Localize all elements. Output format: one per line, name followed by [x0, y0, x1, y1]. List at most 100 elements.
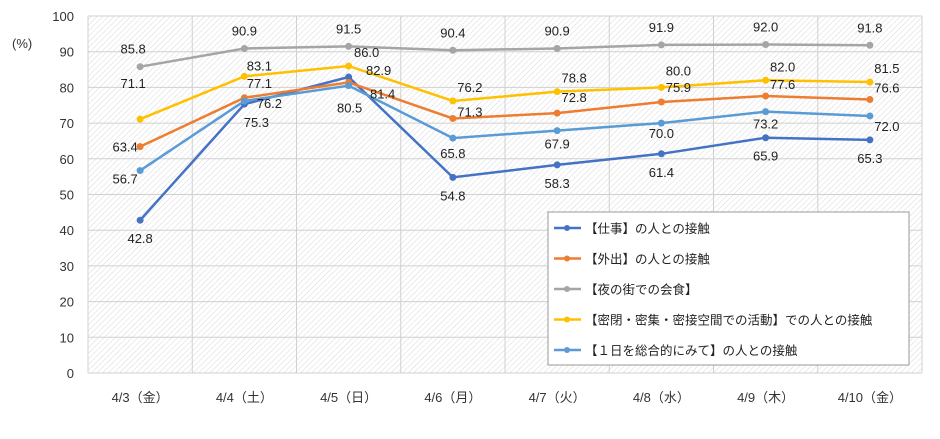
- data-point: [449, 114, 457, 122]
- data-point: [449, 46, 457, 54]
- data-point: [553, 127, 561, 135]
- data-point: [553, 109, 561, 117]
- legend-marker: [564, 347, 570, 353]
- data-label: 81.4: [370, 86, 395, 101]
- data-label: 82.0: [770, 59, 795, 74]
- data-label: 77.1: [247, 76, 272, 91]
- x-tick-label: 4/5（日）: [320, 390, 377, 405]
- data-label: 77.6: [770, 77, 795, 92]
- y-tick-label: 70: [60, 116, 74, 131]
- x-tick-label: 4/3（金）: [112, 390, 169, 405]
- data-point: [866, 41, 874, 49]
- data-point: [345, 42, 353, 50]
- series-line-3: [139, 64, 870, 121]
- data-label: 90.9: [232, 23, 257, 38]
- data-point: [657, 119, 665, 127]
- data-label: 82.9: [366, 63, 391, 78]
- data-point: [657, 98, 665, 106]
- data-label: 75.9: [666, 80, 691, 95]
- data-point: [345, 62, 353, 70]
- x-tick-label: 4/4（土）: [216, 390, 273, 405]
- data-point: [136, 63, 144, 71]
- x-tick-label: 4/10（金）: [838, 390, 902, 405]
- data-point: [657, 150, 665, 158]
- data-label: 73.2: [753, 117, 778, 132]
- data-point: [449, 134, 457, 142]
- data-label: 76.6: [874, 81, 899, 96]
- data-label: 83.1: [247, 58, 272, 73]
- y-tick-label: 20: [60, 295, 74, 310]
- data-point: [240, 44, 248, 52]
- data-label: 90.4: [440, 25, 465, 40]
- data-label: 65.9: [753, 149, 778, 164]
- data-point: [762, 76, 770, 84]
- x-tick-label: 4/7（火）: [529, 390, 586, 405]
- data-point: [240, 97, 248, 105]
- series-line-1: [139, 81, 870, 148]
- data-label: 61.4: [649, 165, 674, 180]
- data-label: 63.4: [112, 140, 137, 155]
- data-label: 81.5: [874, 61, 899, 76]
- legend-entry: 【仕事】の人との接触: [585, 221, 710, 236]
- data-label: 42.8: [127, 231, 152, 246]
- data-label: 76.2: [457, 80, 482, 95]
- data-label: 72.8: [561, 90, 586, 105]
- data-label: 71.1: [120, 76, 145, 91]
- data-label: 78.8: [561, 71, 586, 86]
- legend-entry: 【１日を総合的にみて】の人との接触: [585, 343, 798, 358]
- data-label: 86.0: [354, 45, 379, 60]
- data-label: 92.0: [753, 20, 778, 35]
- data-point: [345, 82, 353, 90]
- legend-box: [547, 211, 910, 366]
- legend-entry: 【密閉・密集・密接空間での活動】での人との接触: [585, 313, 873, 328]
- data-label: 58.3: [544, 176, 569, 191]
- y-axis-label: (%): [12, 36, 32, 51]
- data-point: [553, 88, 561, 96]
- legend-entry: 【夜の街での会食】: [585, 282, 698, 297]
- legend-marker: [564, 316, 570, 323]
- y-tick-label: 40: [60, 223, 74, 238]
- data-label: 70.0: [649, 126, 674, 141]
- data-point: [553, 44, 561, 52]
- series-line-2: [139, 43, 870, 68]
- y-tick-label: 0: [67, 366, 74, 381]
- legend-marker: [564, 225, 570, 231]
- y-tick-label: 80: [60, 80, 74, 95]
- legend: 【仕事】の人との接触【外出】の人との接触【夜の街での会食】【密閉・密集・密接空間…: [547, 211, 910, 366]
- data-label: 90.9: [544, 23, 569, 38]
- data-label: 65.3: [857, 151, 882, 166]
- data-point: [866, 112, 874, 120]
- data-label: 76.2: [257, 96, 282, 111]
- y-tick-label: 100: [52, 9, 74, 24]
- data-label: 54.8: [440, 188, 465, 203]
- data-point: [866, 96, 874, 104]
- data-point: [866, 136, 874, 144]
- data-label: 75.3: [244, 115, 269, 130]
- y-tick-label: 60: [60, 152, 74, 167]
- legend-entry: 【外出】の人との接触: [585, 252, 710, 267]
- y-tick-label: 10: [60, 330, 74, 345]
- data-label: 72.0: [874, 119, 899, 134]
- data-point: [240, 72, 248, 80]
- data-label: 67.9: [544, 137, 569, 152]
- legend-marker: [564, 255, 570, 262]
- data-point: [657, 83, 665, 91]
- data-point: [866, 78, 874, 86]
- data-point: [136, 143, 144, 151]
- data-point: [762, 134, 770, 142]
- data-label: 91.5: [336, 21, 361, 36]
- data-point: [762, 41, 770, 49]
- data-point: [762, 108, 770, 116]
- data-label: 56.7: [112, 172, 137, 187]
- data-point: [449, 97, 457, 105]
- series-line-4: [139, 84, 870, 172]
- x-tick-label: 4/6（月）: [424, 390, 481, 405]
- x-tick-label: 4/8（水）: [633, 390, 690, 405]
- x-tick-label: 4/9（木）: [737, 390, 794, 405]
- data-label: 91.9: [649, 20, 674, 35]
- data-label: 65.8: [440, 146, 465, 161]
- data-point: [136, 167, 144, 175]
- y-tick-label: 90: [60, 45, 74, 60]
- legend-marker: [564, 286, 570, 292]
